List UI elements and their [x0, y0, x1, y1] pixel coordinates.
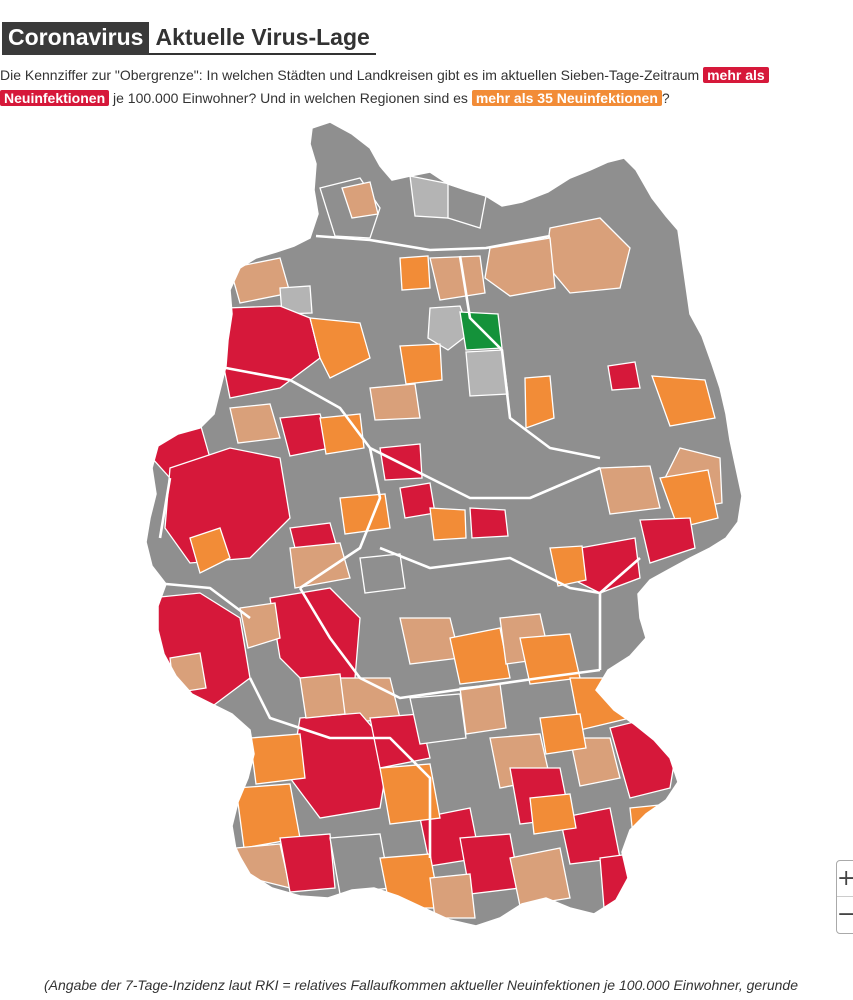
region[interactable]	[629, 803, 676, 855]
region[interactable]	[359, 553, 406, 594]
intro-line-1: Die Kennziffer zur "Obergrenze": In welc…	[0, 64, 853, 87]
intro-text: Die Kennziffer zur "Obergrenze": In welc…	[0, 64, 853, 112]
region[interactable]	[369, 383, 421, 421]
region[interactable]	[309, 317, 371, 379]
region[interactable]	[409, 693, 467, 745]
state-borders	[158, 234, 641, 858]
region[interactable]	[469, 507, 509, 539]
region[interactable]	[427, 305, 471, 351]
regions[interactable]	[130, 118, 760, 948]
region[interactable]	[189, 527, 231, 574]
state-border	[379, 546, 601, 595]
state-border	[598, 557, 641, 670]
region[interactable]	[369, 713, 431, 769]
region[interactable]	[341, 181, 379, 219]
badge-over-35: mehr als 35 Neuinfektionen	[471, 90, 662, 106]
intro-line-2: Neuinfektionen je 100.000 Einwohner? Und…	[0, 87, 853, 110]
badge-over-50-b: Neuinfektionen	[0, 90, 110, 106]
region[interactable]	[339, 493, 391, 535]
region[interactable]	[449, 627, 511, 685]
badge-over-50-a: mehr als	[703, 67, 769, 83]
region[interactable]	[539, 713, 587, 755]
region[interactable]	[399, 482, 436, 519]
region[interactable]	[289, 542, 351, 589]
header: Coronavirus Aktuelle Virus-Lage	[2, 22, 376, 55]
region[interactable]	[379, 763, 441, 825]
state-border	[158, 477, 172, 539]
state-border	[165, 582, 251, 620]
state-border	[458, 255, 601, 460]
region[interactable]	[484, 237, 556, 297]
region[interactable]	[607, 361, 641, 391]
state-border	[298, 587, 601, 700]
zoom-in-button[interactable]: +	[837, 861, 853, 897]
region[interactable]	[169, 652, 207, 694]
zoom-out-button[interactable]: −	[837, 897, 853, 933]
region[interactable]	[459, 683, 507, 735]
page-title: Aktuelle Virus-Lage	[149, 22, 376, 55]
intro-part-2: je 100.000 Einwohner? Und in welchen Reg…	[109, 90, 472, 106]
region[interactable]	[509, 847, 571, 907]
region[interactable]	[659, 469, 719, 529]
footnote: (Angabe der 7-Tage-Inzidenz laut RKI = r…	[44, 977, 798, 993]
region[interactable]	[409, 175, 451, 219]
state-border	[248, 677, 432, 858]
region[interactable]	[639, 517, 696, 564]
region[interactable]	[239, 602, 281, 649]
region[interactable]	[379, 443, 423, 481]
region[interactable]	[399, 343, 443, 385]
map-svg[interactable]	[130, 118, 760, 948]
region[interactable]	[319, 413, 365, 455]
region[interactable]	[529, 793, 577, 835]
region[interactable]	[569, 737, 621, 787]
region[interactable]	[299, 673, 346, 719]
intro-part-3: ?	[661, 90, 670, 106]
region[interactable]	[549, 545, 587, 587]
region[interactable]	[279, 833, 336, 893]
region[interactable]	[164, 447, 291, 564]
region[interactable]	[429, 507, 467, 541]
region[interactable]	[599, 465, 661, 515]
region[interactable]	[429, 255, 486, 301]
region[interactable]	[399, 255, 431, 291]
germany-map[interactable]	[130, 118, 760, 948]
region[interactable]	[229, 403, 281, 444]
region[interactable]	[249, 733, 306, 785]
topic-tag: Coronavirus	[2, 22, 150, 55]
region[interactable]	[524, 375, 555, 429]
region[interactable]	[429, 873, 476, 919]
intro-part-1: Die Kennziffer zur "Obergrenze": In welc…	[0, 67, 704, 83]
state-border	[369, 446, 601, 500]
state-border	[315, 234, 551, 252]
zoom-control: + −	[836, 860, 853, 934]
region[interactable]	[279, 285, 313, 315]
region[interactable]	[651, 375, 716, 427]
